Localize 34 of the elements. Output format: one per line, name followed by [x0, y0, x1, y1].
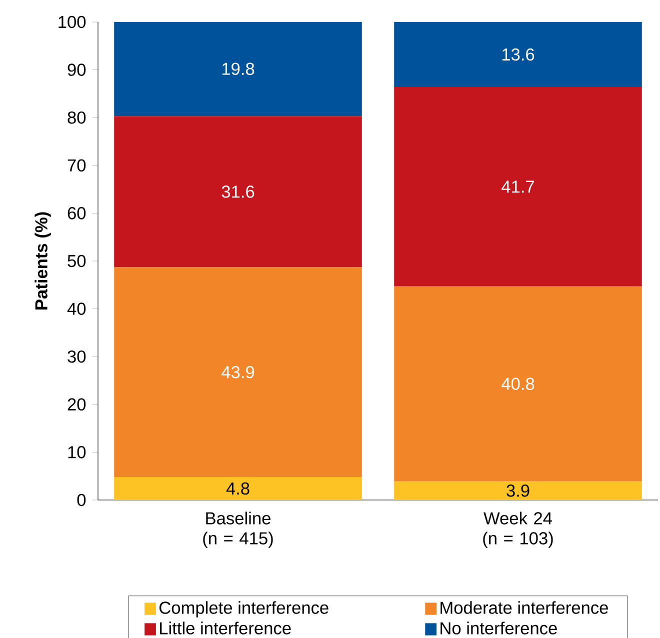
- y-tick-label: 80: [68, 111, 86, 124]
- legend-label: Moderate interference: [440, 601, 608, 614]
- y-tick-label: 0: [77, 494, 86, 506]
- data-label: 13.6: [502, 48, 534, 61]
- data-label: 31.6: [222, 186, 254, 198]
- bar: [114, 267, 362, 478]
- y-tick-label: 10: [68, 446, 86, 458]
- bar: [394, 481, 642, 500]
- y-tick-label: 50: [68, 254, 86, 268]
- y-tick-label: 60: [68, 207, 86, 220]
- data-label: 4.8: [226, 482, 250, 495]
- data-label: 41.7: [502, 180, 534, 193]
- bar: [394, 22, 642, 87]
- y-tick-label: 20: [68, 398, 86, 411]
- data-label: 40.8: [502, 378, 534, 390]
- legend-label: Little interference: [160, 622, 291, 634]
- bar: [394, 286, 642, 482]
- y-tick-label: 70: [68, 159, 86, 172]
- data-label: 43.9: [222, 366, 254, 378]
- y-tick-label: 30: [68, 350, 86, 363]
- legend-label: No interference: [440, 622, 557, 634]
- y-tick-label: 40: [67, 302, 86, 315]
- bar: [394, 87, 642, 286]
- y-axis-title: Patients (%): [34, 212, 51, 310]
- data-label: 19.8: [222, 62, 254, 75]
- x-tick-label: Baseline (n = 415): [203, 512, 273, 548]
- y-tick-label: 90: [68, 64, 86, 76]
- data-label: 3.9: [506, 484, 530, 497]
- y-tick-label: 100: [58, 16, 86, 28]
- x-tick-label: Week 24 (n = 103): [483, 512, 553, 548]
- legend-label: Complete interference: [159, 601, 328, 618]
- bar: [114, 477, 362, 500]
- bar: [114, 116, 362, 268]
- bar: [114, 22, 362, 116]
